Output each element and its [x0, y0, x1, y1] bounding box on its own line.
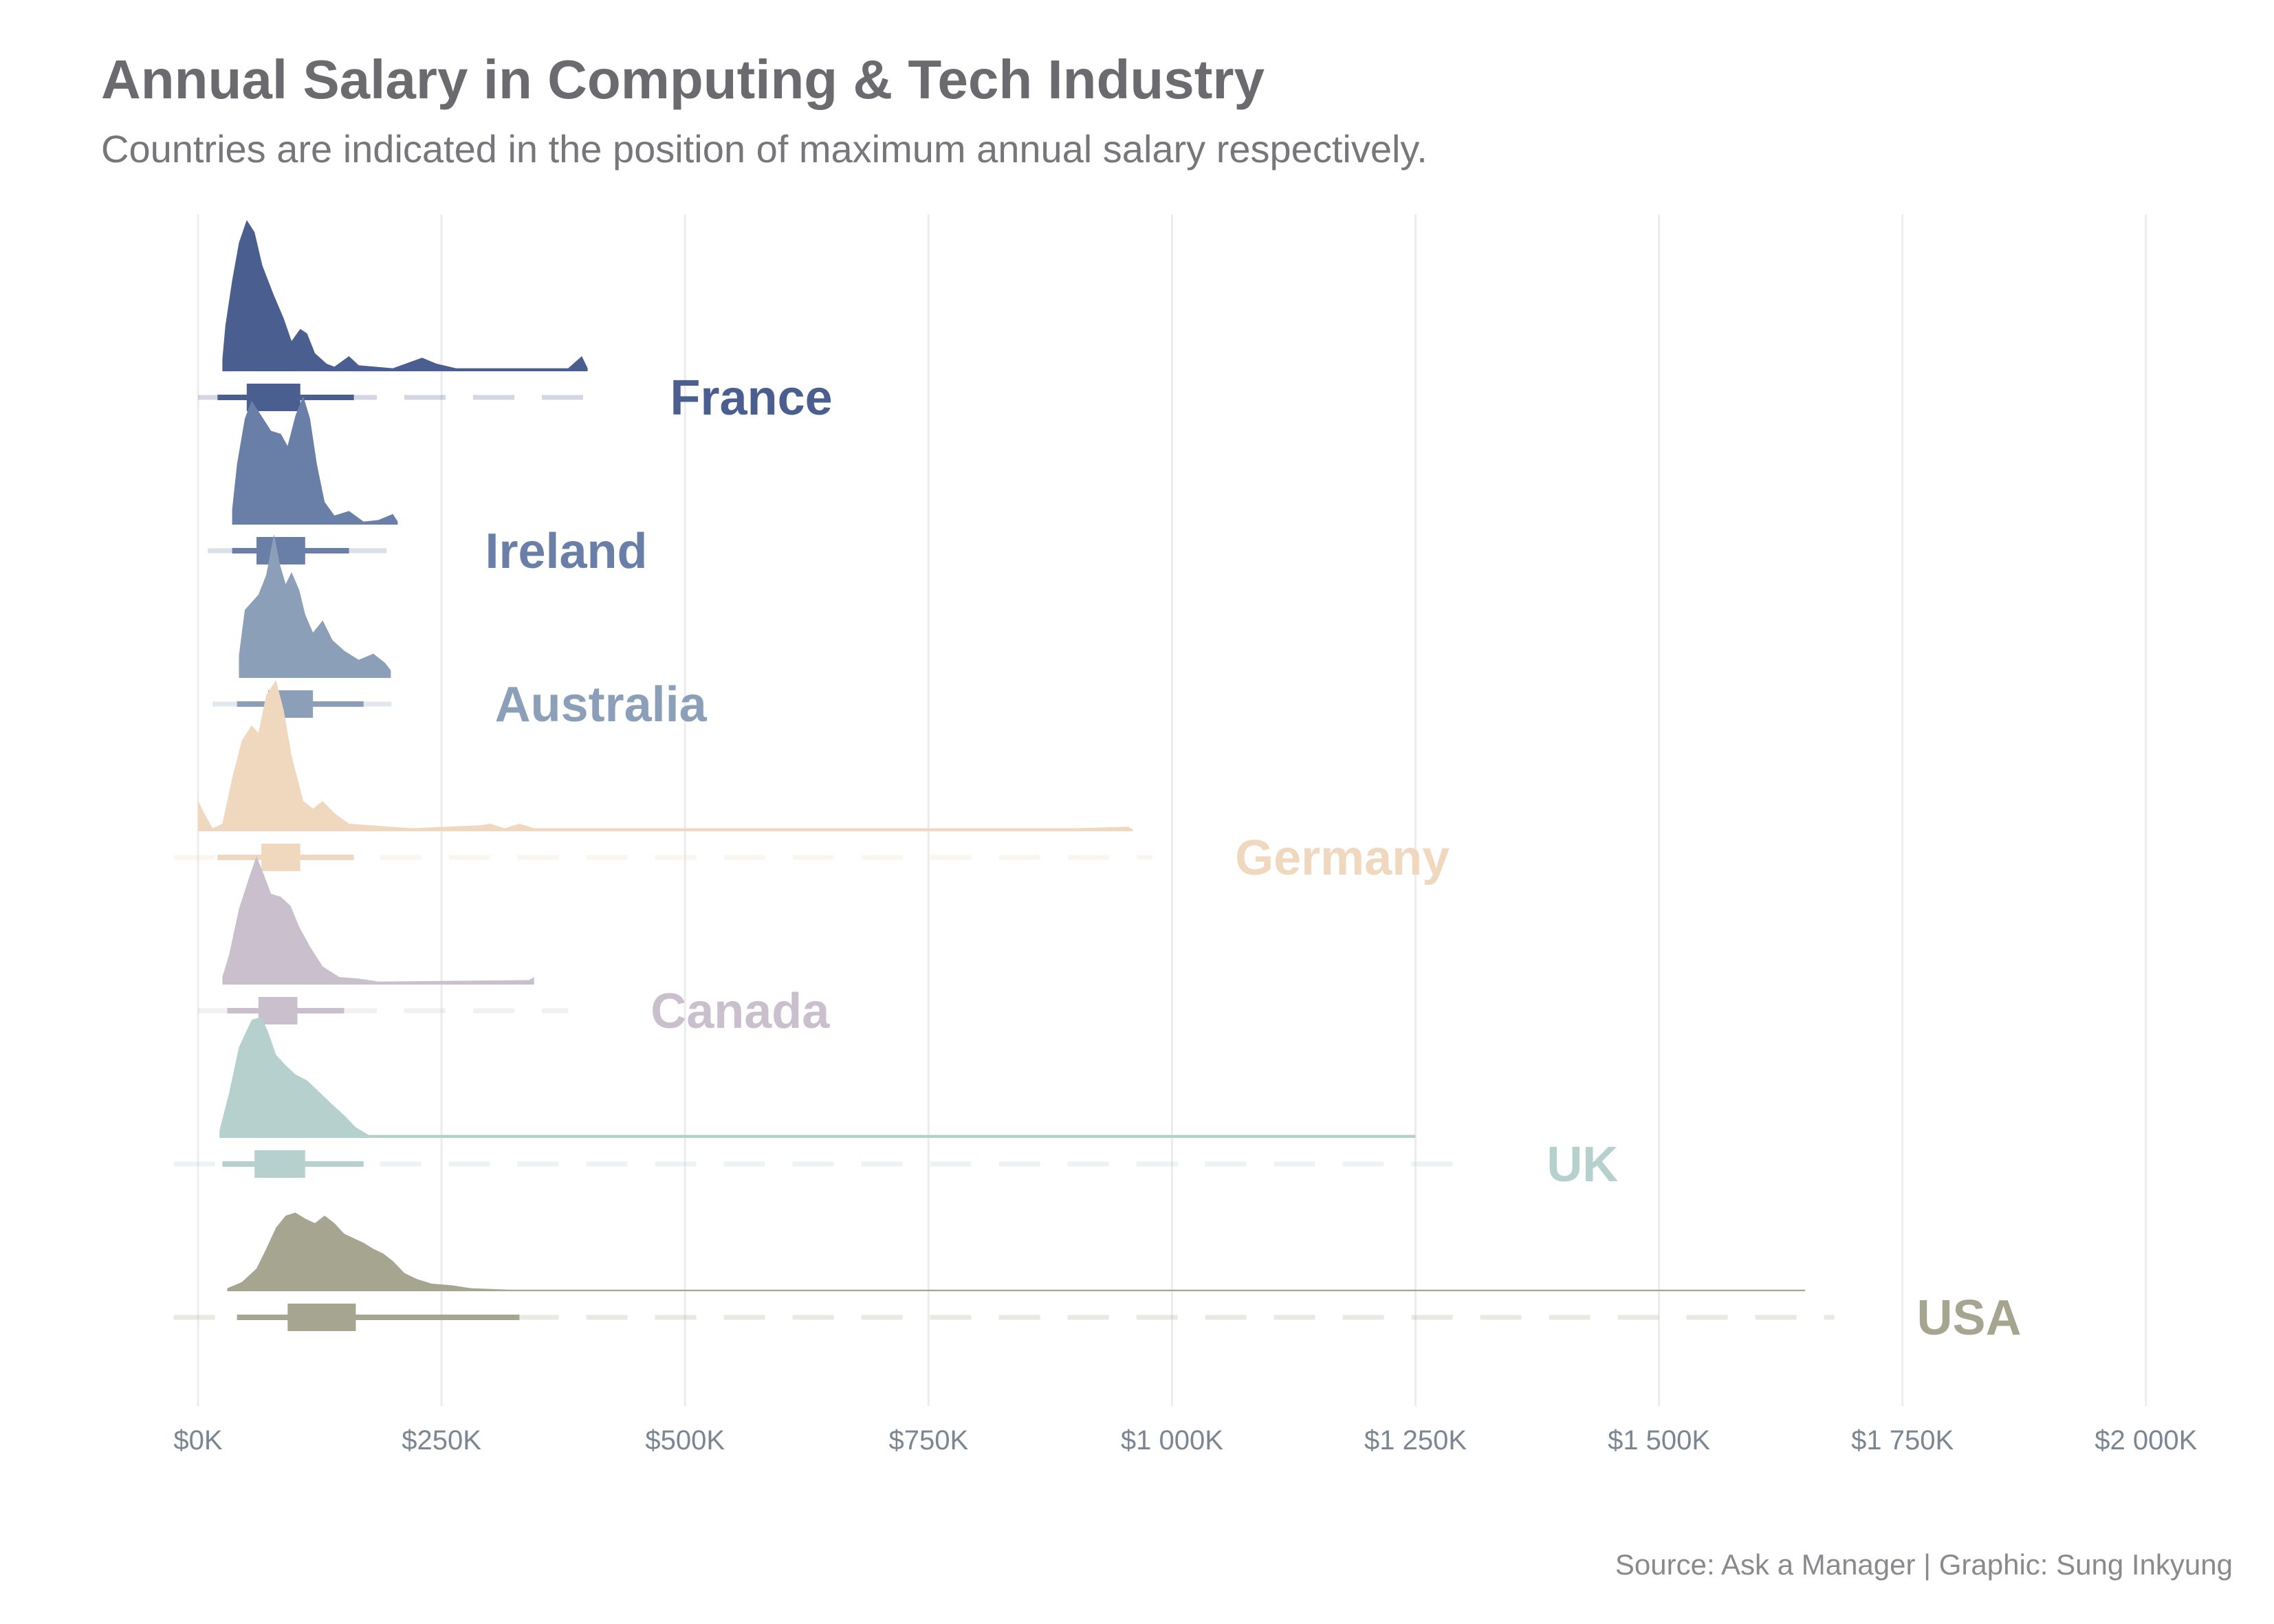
density-area — [222, 220, 588, 371]
interval-66 — [258, 997, 298, 1024]
interval-66 — [256, 537, 305, 564]
ridge-canada: Canada — [198, 856, 830, 1039]
interval-66 — [246, 384, 300, 411]
density-area — [239, 534, 391, 678]
ridge-ireland: Ireland — [208, 396, 648, 579]
ridge-uk: UK — [173, 1017, 1618, 1192]
x-tick-label: $1 000K — [1121, 1425, 1223, 1456]
density-area — [227, 1212, 1806, 1291]
x-tick-label: $1 500K — [1608, 1425, 1710, 1456]
country-label: France — [670, 371, 833, 426]
interval-66 — [261, 844, 300, 871]
x-tick-label: $250K — [402, 1425, 481, 1456]
density-area — [222, 856, 534, 985]
x-tick-label: $0K — [173, 1425, 222, 1456]
ridge-germany: Germany — [173, 680, 1450, 886]
country-label: Ireland — [485, 524, 647, 579]
density-area — [198, 680, 1133, 831]
country-label: Australia — [495, 677, 708, 732]
interval-66 — [287, 1304, 356, 1331]
ridge-usa: USA — [173, 1212, 2022, 1346]
x-tick-label: $1 250K — [1364, 1425, 1467, 1456]
chart-title: Annual Salary in Computing & Tech Indust… — [101, 49, 1265, 110]
x-axis-ticks: $0K $250K $500K $750K $1 000K $1 250K $1 500K $… — [173, 1425, 2197, 1456]
country-label: Germany — [1235, 831, 1450, 886]
country-label: USA — [1917, 1291, 2022, 1346]
density-area — [232, 396, 398, 525]
country-label: UK — [1546, 1137, 1618, 1192]
country-label: Canada — [651, 984, 830, 1039]
x-tick-label: $500K — [645, 1425, 725, 1456]
ridge-france: France — [198, 220, 833, 426]
gridlines — [197, 215, 2147, 1406]
chart-caption: Source: Ask a Manager | Graphic: Sung In… — [1615, 1548, 2233, 1581]
chart-subtitle: Countries are indicated in the position … — [101, 127, 1428, 171]
x-tick-label: $750K — [888, 1425, 968, 1456]
x-tick-label: $2 000K — [2095, 1425, 2197, 1456]
ridges: France Ireland Australia Germany Canada UK USA — [173, 220, 2022, 1346]
interval-66 — [254, 1150, 305, 1178]
density-area — [219, 1017, 1416, 1138]
x-tick-label: $1 750K — [1851, 1425, 1954, 1456]
